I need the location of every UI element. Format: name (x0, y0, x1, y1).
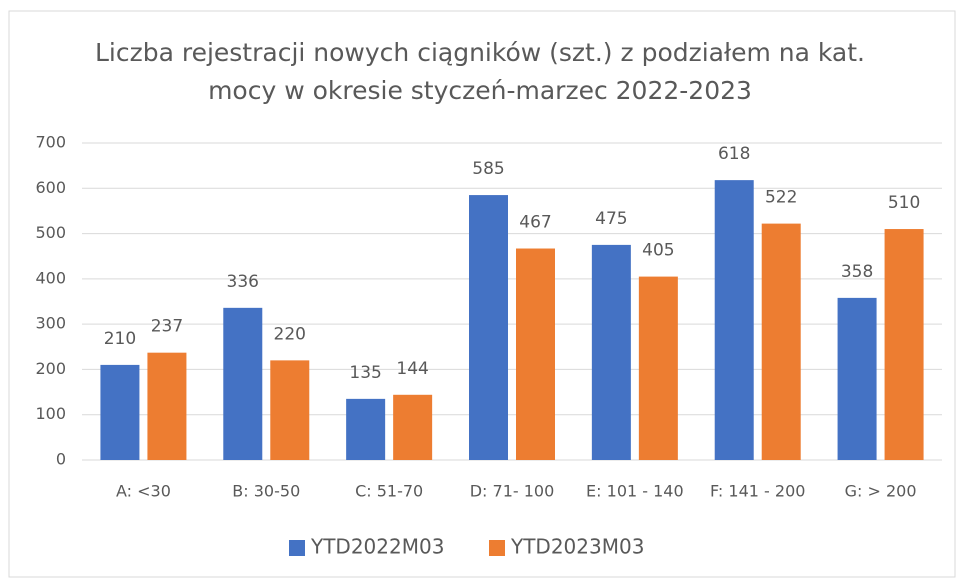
bar (638, 276, 678, 460)
y-tick-label: 200 (35, 359, 66, 378)
legend-label: YTD2022M03 (310, 535, 444, 559)
value-label: 135 (349, 363, 381, 383)
bar (469, 195, 508, 461)
value-label: 210 (104, 329, 136, 349)
legend-swatch (289, 540, 305, 556)
value-label: 336 (227, 272, 259, 292)
bar (761, 223, 801, 460)
bar (100, 364, 140, 460)
value-label: 237 (151, 317, 183, 337)
value-label: 618 (718, 144, 750, 164)
y-tick-label: 0 (56, 450, 66, 469)
chart-title: Liczba rejestracji nowych ciągników (szt… (94, 38, 866, 105)
value-label: 358 (841, 262, 873, 282)
legend-swatch (489, 540, 505, 556)
bar (223, 307, 263, 460)
value-label: 585 (472, 159, 504, 179)
x-tick-label: E: 101 - 140 (586, 482, 684, 501)
bar (591, 244, 631, 460)
value-label: 475 (595, 209, 627, 229)
bar (884, 229, 924, 460)
x-tick-label: D: 71- 100 (470, 482, 555, 501)
x-tick-label: G: > 200 (845, 482, 917, 501)
bar (393, 394, 433, 460)
value-label: 144 (396, 359, 428, 379)
value-label: 522 (765, 188, 797, 208)
value-label: 510 (888, 193, 920, 213)
legend-label: YTD2023M03 (510, 535, 644, 559)
bar (270, 360, 310, 460)
bar (516, 248, 555, 460)
y-tick-label: 600 (35, 178, 66, 197)
value-label: 220 (274, 324, 306, 344)
y-tick-label: 100 (35, 404, 66, 423)
y-tick-label: 400 (35, 268, 66, 287)
x-tick-label: C: 51-70 (355, 482, 423, 501)
y-tick-label: 500 (35, 223, 66, 242)
y-tick-label: 700 (35, 133, 66, 152)
bar (147, 352, 187, 460)
x-tick-label: F: 141 - 200 (710, 482, 805, 501)
value-label: 405 (642, 241, 674, 261)
x-tick-label: A: <30 (116, 482, 171, 501)
x-tick-label: B: 30-50 (232, 482, 300, 501)
bar (346, 398, 386, 460)
bar (837, 297, 877, 460)
y-tick-label: 300 (35, 314, 66, 333)
value-label: 467 (519, 213, 551, 233)
bar (714, 180, 754, 461)
